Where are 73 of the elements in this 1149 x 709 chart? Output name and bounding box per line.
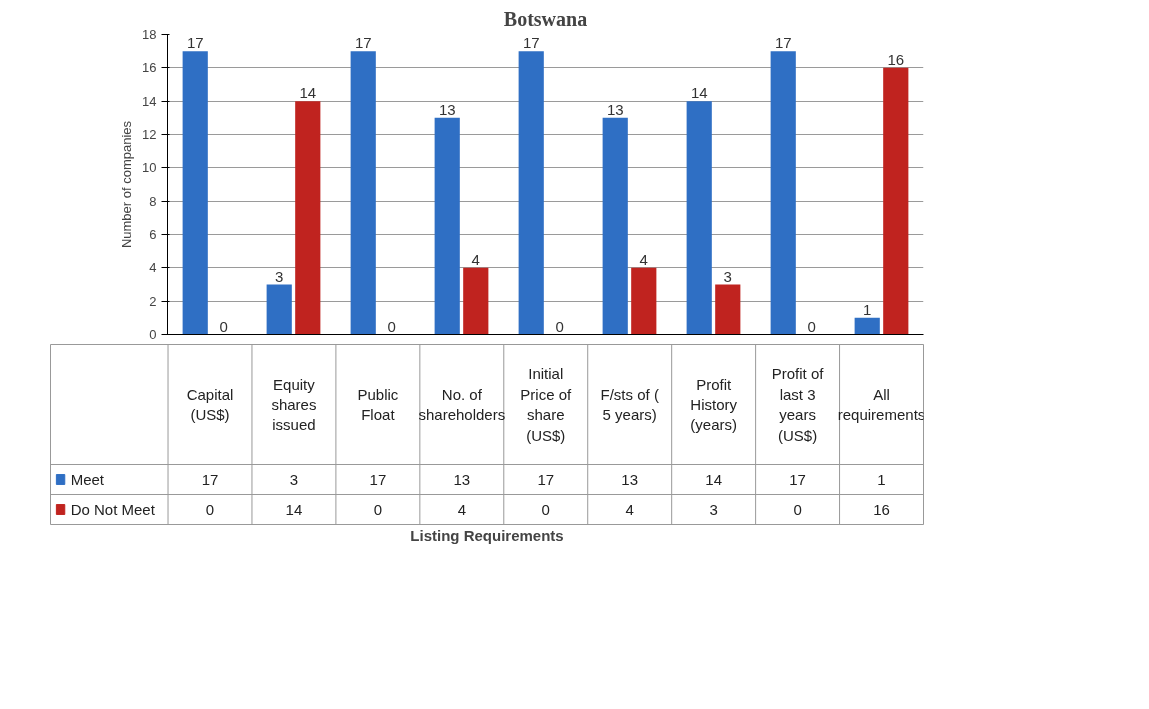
text: 0 bbox=[387, 317, 396, 335]
data-label: 13 bbox=[621, 470, 639, 488]
data-label: 1 bbox=[877, 470, 886, 488]
text: 17 bbox=[186, 34, 204, 52]
y-tick-label: 18 bbox=[142, 27, 157, 42]
bar bbox=[266, 284, 292, 335]
data-label: 17 bbox=[369, 470, 387, 488]
text: 0 bbox=[219, 317, 228, 335]
text: 4 bbox=[639, 250, 648, 268]
text: 14 bbox=[299, 84, 317, 102]
text: 0 bbox=[555, 317, 564, 335]
data-label: 17 bbox=[537, 470, 555, 488]
text: 1 bbox=[863, 300, 872, 318]
bar bbox=[182, 51, 208, 335]
data-label: 0 bbox=[793, 500, 802, 518]
legend-label: Meet bbox=[70, 471, 105, 488]
y-tick-label: 6 bbox=[149, 227, 157, 242]
data-label: 0 bbox=[205, 500, 215, 518]
bar bbox=[602, 117, 628, 335]
data-label: 13 bbox=[453, 470, 471, 488]
data-label: 3 bbox=[709, 500, 718, 518]
text: 13 bbox=[438, 100, 456, 118]
data-label: 0 bbox=[541, 500, 550, 518]
legend-label: Do Not Meet bbox=[70, 501, 156, 518]
data-label: 14 bbox=[705, 470, 722, 488]
bar bbox=[295, 101, 321, 335]
y-tick-label: 14 bbox=[142, 93, 157, 109]
y-tick-label: 16 bbox=[142, 60, 157, 76]
text: 17 bbox=[774, 34, 792, 52]
text: 14 bbox=[690, 84, 708, 102]
x-tick-label: Equity shares issued bbox=[271, 375, 317, 434]
data-label: 4 bbox=[457, 500, 466, 518]
data-label: 16 bbox=[873, 500, 890, 518]
bar bbox=[854, 317, 880, 335]
text: Listing Requirements bbox=[410, 526, 564, 544]
bar bbox=[686, 101, 712, 335]
y-tick-label: 4 bbox=[149, 260, 157, 276]
text: 13 bbox=[606, 100, 624, 118]
data-label: 3 bbox=[289, 470, 299, 488]
bar bbox=[350, 51, 376, 335]
bar bbox=[770, 51, 796, 335]
y-axis-title: Number of companies bbox=[119, 120, 135, 249]
text: 17 bbox=[522, 34, 540, 52]
x-tick-label: No. of shareholders bbox=[418, 385, 506, 424]
text: 17 bbox=[354, 34, 372, 52]
text: 16 bbox=[887, 50, 905, 68]
y-tick-label: 8 bbox=[149, 193, 157, 209]
x-tick-label: Capital (US$) bbox=[186, 385, 234, 424]
data-label: 17 bbox=[789, 470, 806, 488]
x-tick-label: Profit of last 3 years (US$) bbox=[771, 365, 825, 444]
y-tick-label: 2 bbox=[149, 293, 157, 309]
text: 0 bbox=[807, 317, 816, 335]
x-tick-label: Initial Price of share (US$) bbox=[520, 365, 573, 444]
x-tick-label: F/sts of ( 5 years) bbox=[600, 385, 659, 424]
bar bbox=[434, 117, 460, 335]
data-label: 17 bbox=[201, 470, 219, 488]
text: 3 bbox=[275, 267, 284, 285]
chart-title: Botswana bbox=[503, 7, 588, 30]
bar bbox=[631, 267, 657, 335]
bar bbox=[715, 284, 741, 335]
bar bbox=[883, 67, 909, 335]
bar bbox=[463, 267, 489, 335]
y-tick-label: 12 bbox=[142, 127, 157, 142]
x-tick-label: Profit History (years) bbox=[690, 375, 738, 434]
data-label: 14 bbox=[285, 500, 303, 518]
y-tick-label: 0 bbox=[149, 327, 157, 342]
bar bbox=[518, 51, 544, 335]
y-tick-label: 10 bbox=[142, 160, 157, 176]
text: 4 bbox=[471, 250, 480, 268]
text: 3 bbox=[723, 267, 732, 285]
data-label: 4 bbox=[625, 500, 634, 518]
x-tick-label: Public Float bbox=[357, 385, 399, 424]
data-label: 0 bbox=[373, 500, 383, 518]
